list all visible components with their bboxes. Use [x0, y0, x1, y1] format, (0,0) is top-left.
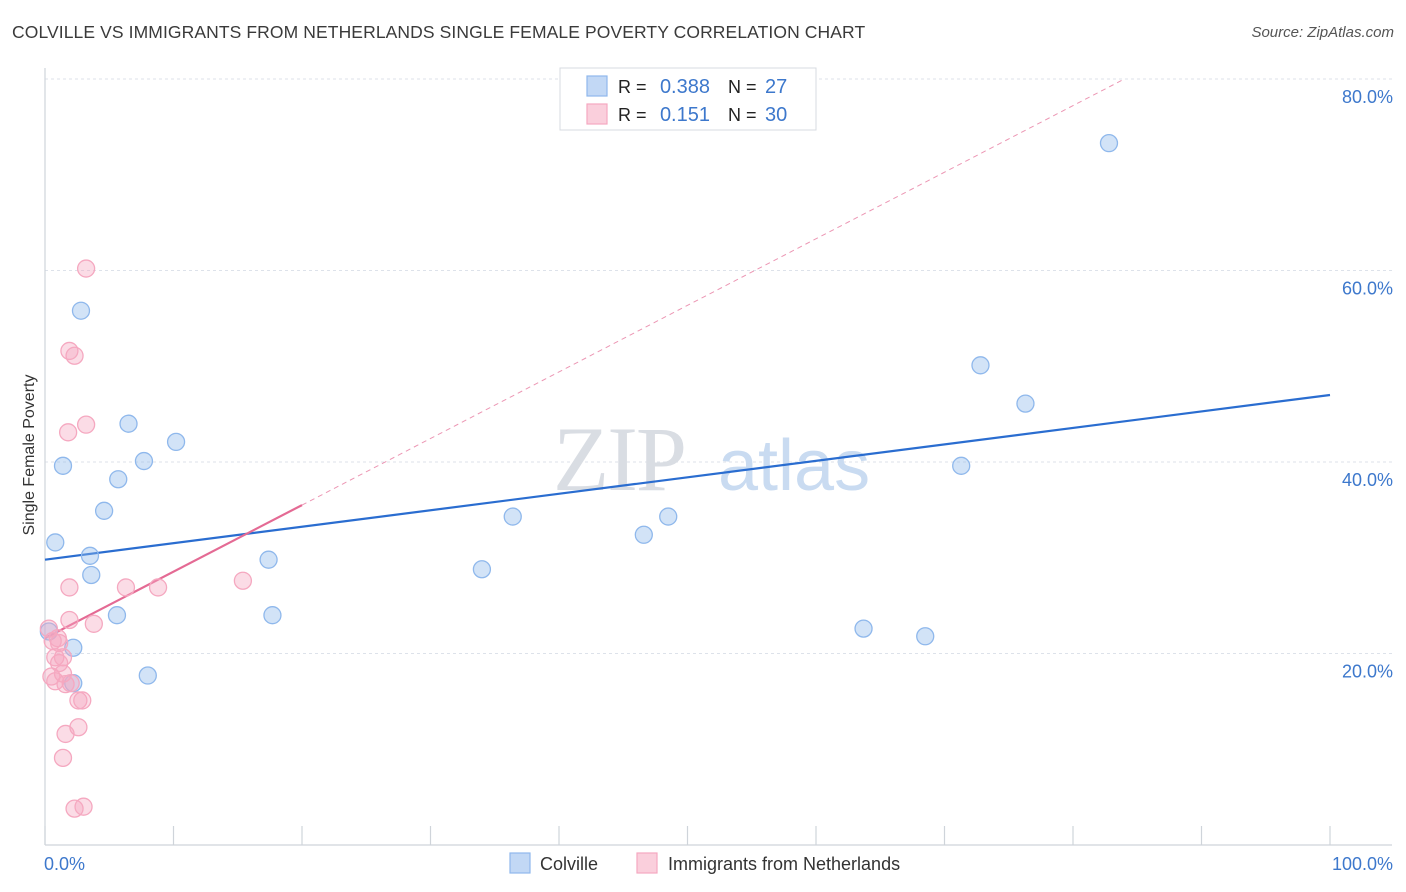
watermark-zip: ZIP — [553, 408, 685, 510]
stats-swatch-2 — [586, 103, 608, 125]
legend-swatch-1 — [509, 852, 531, 874]
netherlands-point — [73, 691, 92, 710]
y-tick-label: 20.0% — [1342, 662, 1393, 682]
netherlands-point — [61, 674, 80, 693]
data-points — [39, 134, 1119, 818]
stats-legend: R = 0.388 N = 27 R = 0.151 N = 30 — [559, 67, 817, 131]
colville-point — [263, 606, 282, 625]
colville-point — [472, 560, 492, 579]
netherlands-point — [58, 423, 78, 442]
netherlands-point — [53, 648, 73, 667]
colville-point — [71, 301, 91, 320]
stats-n-value: 30 — [765, 104, 787, 126]
colville-point — [971, 356, 990, 375]
colville-point — [503, 507, 522, 526]
chart-title: COLVILLE VS IMMIGRANTS FROM NETHERLANDS … — [12, 22, 866, 42]
netherlands-point — [84, 614, 103, 633]
stats-n-label: N = — [728, 77, 757, 97]
trend-line-2 — [44, 504, 303, 640]
colville-point — [854, 619, 873, 638]
netherlands-point — [53, 748, 73, 768]
netherlands-point — [69, 718, 88, 737]
trend-extension-2 — [301, 78, 1125, 506]
colville-point — [80, 546, 100, 565]
watermark-atlas: atlas — [718, 426, 870, 506]
colville-point — [259, 550, 278, 569]
stats-r-label: R = — [618, 105, 647, 125]
colville-point — [634, 525, 653, 544]
colville-point — [109, 470, 128, 489]
stats-r-value: 0.388 — [660, 76, 710, 98]
legend-label-2: Immigrants from Netherlands — [668, 854, 900, 874]
colville-point — [1016, 394, 1035, 413]
colville-point — [53, 456, 73, 475]
colville-point — [107, 606, 127, 625]
y-tick-label: 80.0% — [1342, 87, 1393, 107]
colville-point — [659, 507, 678, 526]
netherlands-point — [233, 571, 253, 590]
colville-point — [952, 456, 971, 475]
stats-n-label: N = — [728, 105, 757, 125]
y-axis-label: Single Female Poverty — [21, 375, 38, 536]
stats-r-label: R = — [618, 77, 647, 97]
y-tick-label: 40.0% — [1342, 470, 1393, 490]
netherlands-point — [65, 346, 84, 365]
trend-lines — [44, 78, 1331, 640]
colville-point — [82, 565, 101, 585]
colville-point — [138, 666, 157, 685]
legend-swatch-2 — [636, 852, 658, 874]
stats-swatch-1 — [586, 75, 608, 97]
netherlands-point — [60, 578, 79, 597]
tick-labels: 20.0% 40.0% 60.0% 80.0% 0.0% 100.0% — [44, 87, 1393, 874]
netherlands-point — [76, 415, 96, 434]
netherlands-point — [43, 631, 62, 651]
source-label: Source: ZipAtlas.com — [1251, 24, 1394, 41]
colville-point — [166, 432, 186, 452]
gridlines — [45, 78, 1392, 654]
netherlands-point — [46, 672, 65, 691]
netherlands-point — [60, 610, 79, 630]
netherlands-point — [69, 691, 88, 710]
netherlands-point — [76, 259, 96, 278]
colville-point — [46, 533, 65, 552]
netherlands-point — [53, 664, 73, 683]
watermark: ZIP atlas — [553, 408, 870, 510]
netherlands-point — [148, 578, 168, 597]
colville-point — [94, 501, 114, 520]
axes — [44, 68, 1392, 846]
colville-point — [1099, 134, 1119, 153]
x-tick-label: 0.0% — [44, 854, 85, 874]
stats-r-value: 0.151 — [660, 104, 710, 126]
series-legend: Colville Immigrants from Netherlands — [509, 852, 900, 874]
legend-label-1: Colville — [540, 854, 598, 874]
netherlands-point — [49, 633, 69, 653]
colville-point — [119, 414, 138, 433]
colville-point — [916, 627, 935, 646]
trend-line-1 — [44, 393, 1331, 561]
netherlands-point — [116, 578, 136, 597]
colville-point — [134, 451, 154, 471]
y-tick-label: 60.0% — [1342, 279, 1393, 299]
x-tick-label: 100.0% — [1332, 854, 1393, 874]
stats-n-value: 27 — [765, 76, 787, 98]
netherlands-point — [65, 799, 84, 818]
netherlands-point — [74, 797, 93, 816]
